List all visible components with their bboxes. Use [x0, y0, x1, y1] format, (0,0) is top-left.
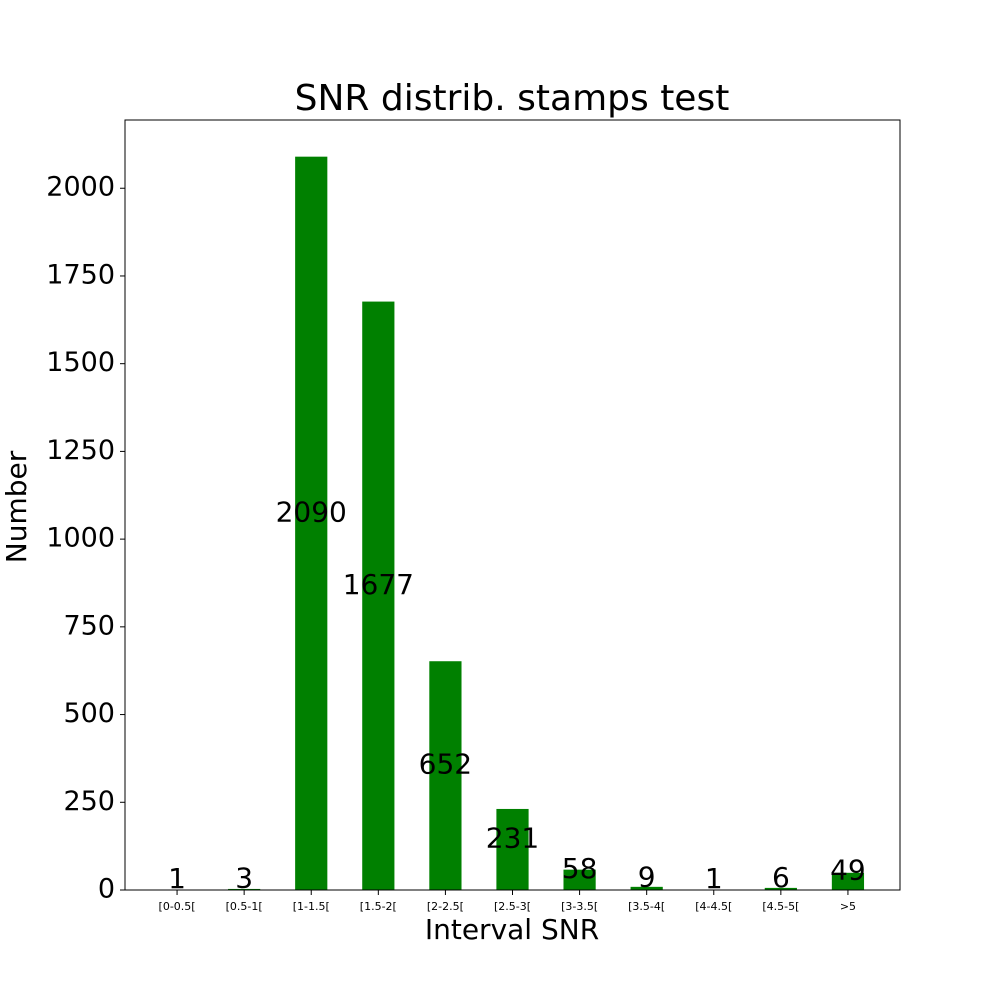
x-tick-label: [2.5-3[ — [494, 900, 531, 913]
value-label: 231 — [486, 821, 539, 854]
x-tick-label: [4.5-5[ — [762, 900, 799, 913]
x-tick-label: [1.5-2[ — [360, 900, 397, 913]
x-tick-label: [1-1.5[ — [293, 900, 330, 913]
value-label: 58 — [562, 852, 598, 885]
y-tick-label: 750 — [63, 610, 115, 641]
y-tick-label: 1500 — [46, 347, 115, 378]
y-axis-label: Number — [0, 450, 33, 563]
x-tick-label: [3.5-4[ — [628, 900, 665, 913]
y-tick-label: 0 — [98, 874, 115, 905]
y-tick-label: 500 — [63, 698, 115, 729]
x-tick-label: [3-3.5[ — [561, 900, 598, 913]
y-tick-label: 1750 — [46, 259, 115, 290]
y-tick-label: 1250 — [46, 435, 115, 466]
y-tick-label: 1000 — [46, 523, 115, 554]
y-tick-label: 2000 — [46, 172, 115, 203]
value-label: 9 — [638, 860, 656, 893]
value-label: 652 — [419, 748, 472, 781]
chart-title: SNR distrib. stamps test — [295, 78, 730, 119]
x-tick-label: [4-4.5[ — [695, 900, 732, 913]
value-label: 2090 — [276, 495, 347, 528]
x-tick-label: >5 — [840, 900, 856, 913]
value-label: 49 — [830, 853, 866, 886]
x-tick-label: [2-2.5[ — [427, 900, 464, 913]
x-tick-label: [0-0.5[ — [159, 900, 196, 913]
y-tick-label: 250 — [63, 786, 115, 817]
x-axis-label: Interval SNR — [425, 913, 599, 946]
x-tick-label: [0.5-1[ — [226, 900, 263, 913]
value-label: 6 — [772, 861, 790, 894]
value-label: 1677 — [343, 568, 414, 601]
